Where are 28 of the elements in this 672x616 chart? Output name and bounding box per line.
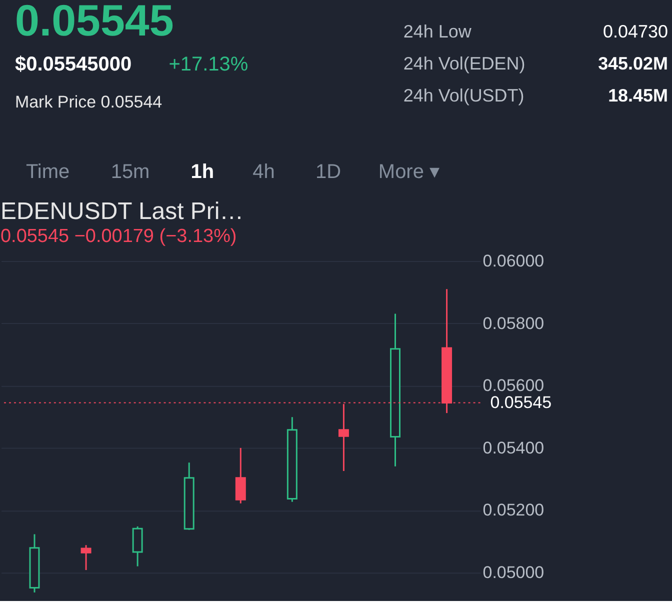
text: $0.05545000 bbox=[14, 53, 132, 76]
ref-line-label: 0.05545 bbox=[490, 392, 552, 412]
y-tick-label: 0.06000 bbox=[482, 252, 544, 271]
text: 24h Low bbox=[403, 21, 472, 42]
text: 24h Vol(USDT) bbox=[403, 85, 524, 106]
candlestick bbox=[235, 447, 246, 504]
text: 345.02M bbox=[598, 53, 668, 74]
text: Mark Price 0.05544 bbox=[14, 92, 162, 112]
candlestick bbox=[132, 526, 143, 568]
text: More ▾ bbox=[378, 161, 440, 184]
text: 4h bbox=[252, 161, 275, 184]
candlestick bbox=[80, 544, 92, 571]
text: 15m bbox=[110, 161, 150, 184]
y-tick-label: 0.05800 bbox=[482, 314, 544, 333]
y-tick-label: 0.05400 bbox=[482, 438, 544, 458]
text: +17.13% bbox=[168, 53, 248, 76]
y-tick-label: 0.05200 bbox=[482, 500, 544, 520]
y-tick-label: 0.05000 bbox=[482, 563, 544, 582]
text: 1h bbox=[190, 161, 214, 184]
text: 0.05545 bbox=[14, 0, 174, 46]
y-tick-label: 0.05600 bbox=[482, 376, 544, 396]
text: 24h Vol(EDEN) bbox=[403, 53, 526, 74]
chart-title: EDENUSDT Last Pri… bbox=[0, 198, 244, 226]
text: 1D bbox=[316, 161, 342, 184]
text: 18.45M bbox=[608, 85, 668, 106]
text: 0.04730 bbox=[603, 21, 668, 42]
text: Time bbox=[26, 161, 70, 184]
chart-subtitle: 0.05545 −0.00179 (−3.13%) bbox=[0, 226, 237, 248]
